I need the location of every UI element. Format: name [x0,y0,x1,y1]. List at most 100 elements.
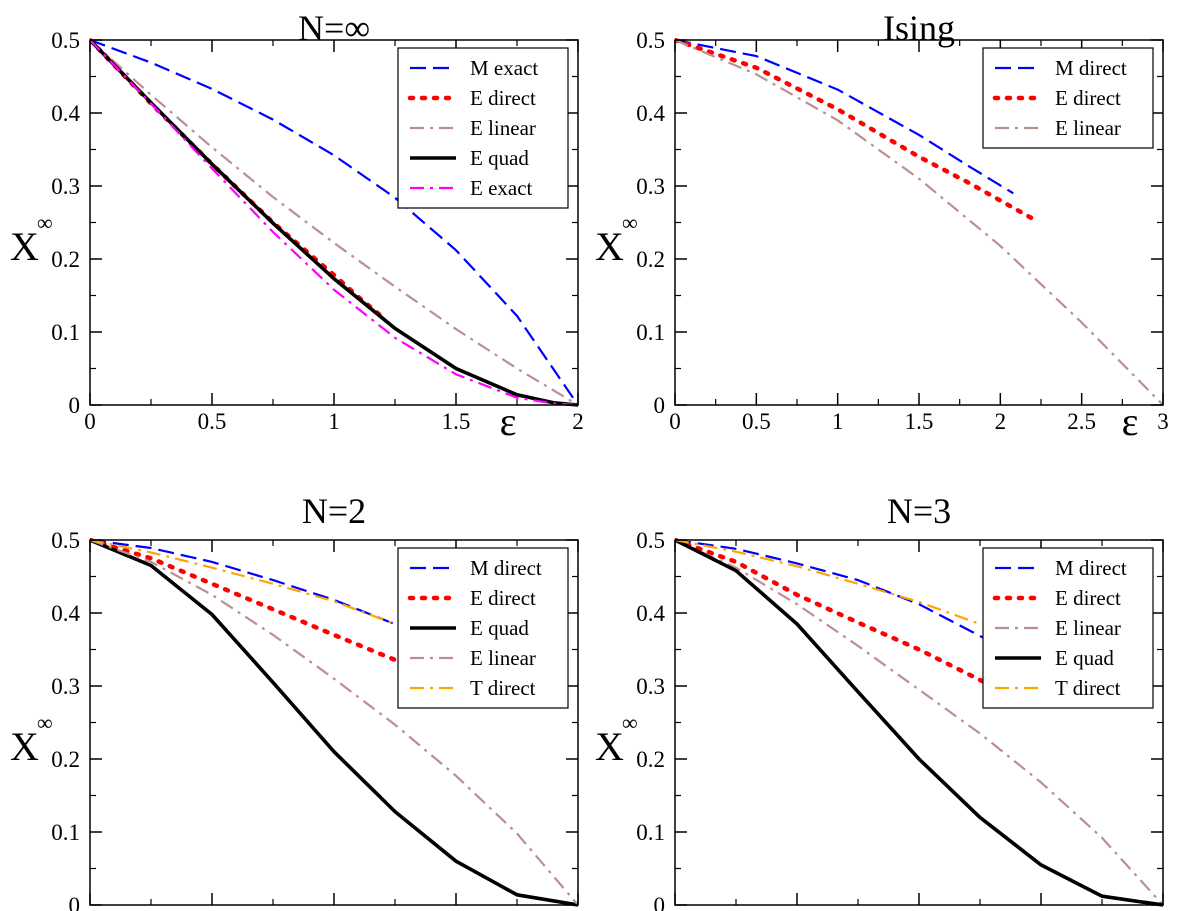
legend-label: E quad [470,616,529,640]
y-axis-label-superscript: ∞ [622,710,638,735]
x-axis-label: ε [1100,899,1117,911]
legend: M exact E direct E linear E quad E exact [397,47,569,209]
series-line-e-linear [675,538,1163,906]
panel-2: 0 0.5 1 1.5 2 0 0.1 0.2 0.3 0.4 0.5 N=2 ε X∞ M direct E… [10,491,584,911]
x-tick-label: 2.5 [1067,409,1096,434]
panel-title: N=2 [302,491,366,531]
y-tick-label: 0 [69,893,81,911]
panel-1: 0 0.5 1 1.5 2 2.5 3 0 0.1 0.2 0.3 0.4 0.5 Ising ε X∞ M d… [595,8,1169,444]
legend-label: E direct [470,586,536,610]
x-tick-label: 1.5 [442,409,471,434]
x-tick-label: 0 [84,409,96,434]
legend-label: M direct [1055,556,1127,580]
panel-3: 0 0.5 1 1.5 2 0 0.1 0.2 0.3 0.4 0.5 N=3 ε X∞ M direct E… [595,491,1169,911]
y-axis-label: X [10,724,39,769]
panel-title: Ising [883,8,955,48]
legend-label: E linear [1055,116,1121,140]
y-tick-label: 0.3 [636,674,665,699]
x-tick-label: 0 [669,909,681,911]
y-tick-label: 0.5 [636,528,665,553]
panel-title: N=3 [887,491,951,531]
series-group [675,38,1163,406]
panel-title: N=∞ [298,8,370,48]
x-tick-label: 2 [1157,909,1169,911]
x-tick-label: 0.5 [198,909,227,911]
y-tick-label: 0.3 [636,174,665,199]
y-tick-label: 0.3 [51,674,80,699]
legend-label: E linear [470,116,536,140]
y-tick-label: 0.1 [636,820,665,845]
legend-label: T direct [470,676,536,700]
y-tick-label: 0.2 [51,247,80,272]
x-tick-label: 1 [913,909,925,911]
series-line-t-direct [90,538,396,626]
x-tick-label: 1.5 [905,409,934,434]
series-line-m-direct [675,538,986,640]
series-line-e-direct [675,538,988,685]
series-line-e-direct [675,38,1036,222]
y-tick-label: 0.1 [51,320,80,345]
legend: M direct E direct E quad E linear T direct [397,547,569,709]
y-tick-label: 0.5 [51,28,80,53]
legend: M direct E direct E linear E quad T direct [982,547,1154,709]
y-axis-label-superscript: ∞ [622,210,638,235]
series-line-e-direct [90,38,386,320]
y-axis-label: X [595,224,624,269]
x-tick-label: 0 [669,409,681,434]
legend-label: E quad [1055,646,1114,670]
legend-label: T direct [1055,676,1121,700]
y-tick-label: 0.4 [636,601,665,626]
x-tick-label: 2 [995,409,1007,434]
x-tick-label: 1 [832,409,844,434]
y-tick-label: 0.1 [51,820,80,845]
x-axis-label: ε [500,899,517,911]
y-tick-label: 0 [654,893,666,911]
series-line-m-exact [90,38,578,406]
x-tick-label: 1 [328,409,340,434]
y-tick-label: 0.2 [636,747,665,772]
legend: M direct E direct E linear [982,47,1154,149]
y-axis-label-superscript: ∞ [37,710,53,735]
panel-0: 0 0.5 1 1.5 2 0 0.1 0.2 0.3 0.4 0.5 N=∞ ε X∞ M exact E … [10,8,584,444]
series-group [90,538,578,907]
series-line-e-linear [90,39,578,406]
series-group [90,38,578,407]
y-tick-label: 0.1 [636,320,665,345]
y-tick-label: 0.2 [51,747,80,772]
y-tick-label: 0 [654,393,666,418]
y-tick-label: 0.2 [636,247,665,272]
legend-label: E linear [1055,616,1121,640]
y-tick-label: 0.4 [51,601,80,626]
legend-label: M direct [1055,56,1127,80]
legend-label: E direct [1055,586,1121,610]
x-tick-label: 0.5 [198,409,227,434]
series-line-e-exact [90,39,578,407]
series-group [675,538,1163,907]
series-line-e-linear [675,38,1163,406]
legend-label: E quad [470,146,529,170]
y-tick-label: 0 [69,393,81,418]
series-line-t-direct [675,538,981,626]
x-tick-label: 3 [1157,409,1169,434]
legend-box [397,47,569,209]
x-tick-label: 0 [84,909,96,911]
y-tick-label: 0.3 [51,174,80,199]
legend-label: E direct [1055,86,1121,110]
y-tick-label: 0.5 [636,28,665,53]
legend-box [982,547,1154,709]
series-line-e-linear [90,538,578,906]
y-axis-label: X [10,224,39,269]
x-tick-label: 0.5 [742,409,771,434]
series-line-m-direct [675,38,1014,195]
series-line-e-direct [90,538,403,665]
series-line-e-quad [675,538,1163,907]
y-tick-label: 0.4 [636,101,665,126]
x-tick-label: 0.5 [783,909,812,911]
x-tick-label: 1 [328,909,340,911]
series-line-e-quad [90,538,578,907]
x-tick-label: 2 [572,909,584,911]
x-tick-label: 1.5 [442,909,471,911]
legend-label: E direct [470,86,536,110]
legend-label: M direct [470,556,542,580]
